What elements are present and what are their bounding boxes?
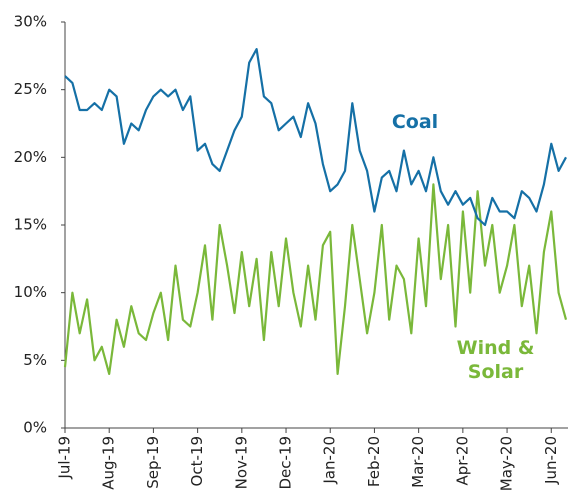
x-tick-label: Apr-20	[453, 436, 471, 486]
y-tick-label: 5%	[23, 351, 47, 369]
x-tick-label: May-20	[498, 436, 516, 491]
x-tick-label: Sep-19	[144, 436, 162, 489]
y-tick-label: 20%	[14, 148, 47, 166]
line-series	[63, 183, 568, 375]
x-tick-label: Dec-19	[277, 436, 295, 490]
wind-solar-label: Wind & Solar	[456, 337, 535, 383]
y-tick-label: 25%	[14, 80, 47, 98]
x-tick-label: Nov-19	[232, 436, 250, 489]
y-tick-label: 15%	[14, 216, 47, 234]
x-tick-label: Oct-19	[188, 436, 206, 486]
x-tick-label: Feb-20	[365, 436, 383, 487]
x-tick-label: Jul-19	[56, 436, 74, 480]
x-tick-label: Jan-20	[321, 436, 339, 485]
line-series	[64, 48, 567, 227]
y-tick-label: 30%	[14, 13, 47, 31]
coal-label: Coal	[391, 111, 439, 133]
y-tick-label: 10%	[14, 283, 47, 301]
x-tick-label: Jun-20	[542, 436, 560, 485]
x-tick-label: Mar-20	[409, 436, 427, 488]
y-tick-label: 0%	[23, 419, 47, 437]
x-tick-label: Aug-19	[100, 436, 118, 490]
